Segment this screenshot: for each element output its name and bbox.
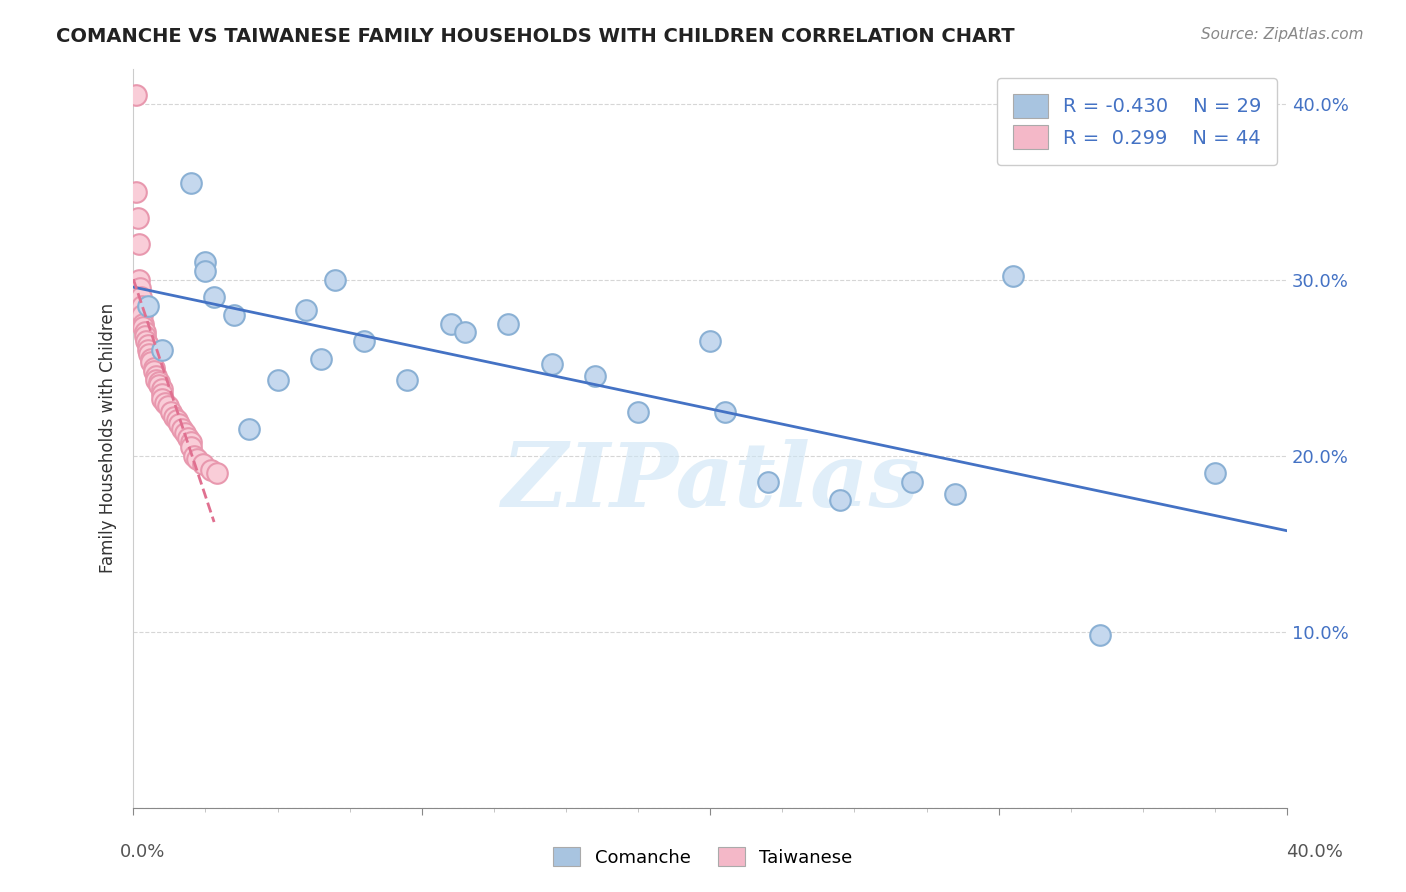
Point <box>139 355 162 369</box>
Point <box>756 475 779 489</box>
Point <box>139 351 162 366</box>
Point <box>180 176 202 190</box>
Text: COMANCHE VS TAIWANESE FAMILY HOUSEHOLDS WITH CHILDREN CORRELATION CHART: COMANCHE VS TAIWANESE FAMILY HOUSEHOLDS … <box>56 27 1015 45</box>
Point <box>166 413 188 427</box>
Point <box>156 400 179 414</box>
Point <box>439 317 461 331</box>
Point <box>901 475 924 489</box>
Point <box>136 299 159 313</box>
Point <box>295 302 318 317</box>
Point <box>498 317 520 331</box>
Point <box>125 185 148 199</box>
Point <box>138 346 160 360</box>
Point <box>238 422 260 436</box>
Point <box>200 463 222 477</box>
Point <box>183 449 205 463</box>
Point <box>127 211 149 226</box>
Point <box>194 264 217 278</box>
Text: Source: ZipAtlas.com: Source: ZipAtlas.com <box>1201 27 1364 42</box>
Point <box>136 338 159 352</box>
Point <box>145 373 167 387</box>
Point <box>627 405 650 419</box>
Point <box>128 273 150 287</box>
Point <box>150 392 173 407</box>
Point <box>323 273 346 287</box>
Text: ZIPatlas: ZIPatlas <box>502 439 920 525</box>
Point <box>131 308 153 322</box>
Point <box>177 431 200 445</box>
Point <box>583 369 606 384</box>
Point <box>353 334 375 349</box>
Point <box>163 409 186 424</box>
Point <box>134 329 156 343</box>
Point <box>540 357 562 371</box>
Point <box>1088 628 1111 642</box>
Point <box>132 320 155 334</box>
Point <box>124 87 146 102</box>
Point <box>129 290 152 304</box>
Point <box>160 405 183 419</box>
Point <box>186 452 208 467</box>
Point <box>142 360 165 375</box>
Point <box>309 351 332 366</box>
Point <box>135 334 157 349</box>
Point <box>713 405 735 419</box>
Text: 40.0%: 40.0% <box>1286 843 1343 861</box>
Point <box>150 343 173 357</box>
Point <box>828 492 851 507</box>
Point <box>396 373 419 387</box>
Point <box>136 343 159 357</box>
Point <box>180 440 202 454</box>
Text: 0.0%: 0.0% <box>120 843 165 861</box>
Point <box>191 458 214 472</box>
Point <box>205 467 228 481</box>
Point <box>1002 269 1025 284</box>
Point <box>194 255 217 269</box>
Point <box>148 378 170 392</box>
Point <box>134 326 156 340</box>
Point <box>202 290 225 304</box>
Point <box>169 417 191 431</box>
Point <box>454 326 477 340</box>
Point <box>150 382 173 396</box>
Point <box>142 364 165 378</box>
Point <box>153 396 176 410</box>
Point <box>128 237 150 252</box>
Point <box>145 369 167 384</box>
Point <box>148 375 170 389</box>
Point <box>1204 467 1226 481</box>
Point <box>131 299 153 313</box>
Point <box>131 317 153 331</box>
Point <box>128 281 150 295</box>
Point <box>699 334 721 349</box>
Point <box>172 422 194 436</box>
Point <box>174 425 197 440</box>
Point <box>266 373 288 387</box>
Point <box>150 387 173 401</box>
Point <box>180 434 202 449</box>
Legend: Comanche, Taiwanese: Comanche, Taiwanese <box>546 840 860 874</box>
Y-axis label: Family Households with Children: Family Households with Children <box>100 303 117 574</box>
Legend: R = -0.430    N = 29, R =  0.299    N = 44: R = -0.430 N = 29, R = 0.299 N = 44 <box>997 78 1278 165</box>
Point <box>945 487 967 501</box>
Point <box>224 308 246 322</box>
